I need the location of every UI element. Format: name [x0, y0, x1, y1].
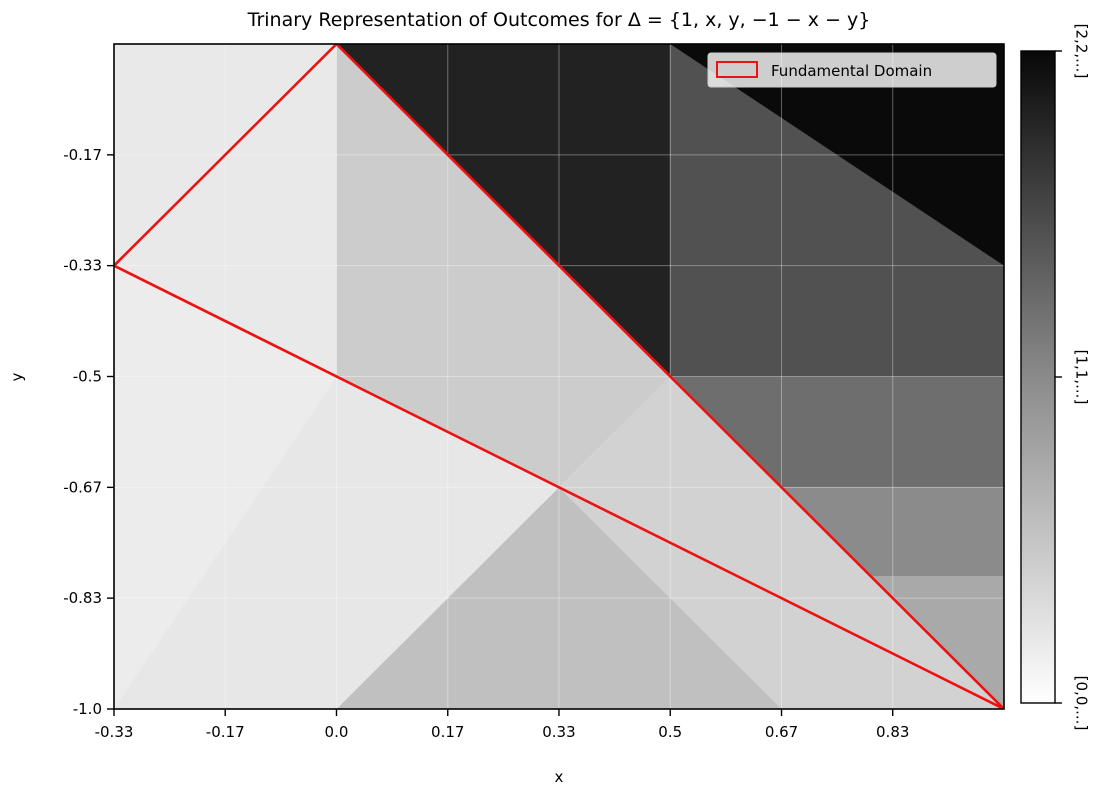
plot-area	[113, 43, 1005, 710]
colorbar-tick-label: [0,0,...]	[1073, 676, 1091, 731]
y-tick-label: -0.5	[73, 368, 102, 386]
legend-box	[707, 52, 997, 88]
heatmap-region-7	[336, 44, 671, 488]
heatmap-region-11	[114, 265, 337, 709]
x-tick-label: 0.83	[876, 723, 909, 741]
x-axis-title: x	[555, 768, 564, 786]
legend-label: Fundamental Domain	[771, 62, 932, 80]
fundamental-domain	[114, 44, 1004, 709]
colorbar: [2,2,...] [1,1,...] [0,0,...]	[1020, 24, 1091, 731]
x-tick-label: 0.0	[325, 723, 349, 741]
colorbar-tick-label: [2,2,...]	[1073, 24, 1091, 79]
legend: Fundamental Domain	[707, 52, 997, 88]
x-tick-label: 0.67	[765, 723, 798, 741]
chart-title: Trinary Representation of Outcomes for Δ…	[247, 9, 871, 31]
y-axis-title: y	[8, 372, 26, 381]
heatmap-region-10	[114, 44, 337, 377]
y-tick-label: -0.17	[63, 146, 102, 164]
colorbar-gradient	[1020, 50, 1056, 704]
y-tick-label: -0.83	[63, 589, 102, 607]
heatmap-region-8	[558, 376, 1004, 709]
heatmap-region-12	[114, 376, 559, 709]
heatmap-region-4	[670, 376, 1004, 488]
x-tick-label: 0.5	[658, 723, 682, 741]
x-tick-label: -0.17	[206, 723, 245, 741]
heatmap-region-5	[781, 487, 1004, 576]
y-tick-label: -1.0	[73, 700, 102, 718]
colorbar-tick-label: [1,1,...]	[1073, 350, 1091, 405]
heatmap-region-9	[336, 487, 782, 709]
y-tick-label: -0.33	[63, 257, 102, 275]
x-tick-label: -0.33	[95, 723, 134, 741]
x-tick-label: 0.17	[431, 723, 464, 741]
x-tick-label: 0.33	[542, 723, 575, 741]
legend-swatch	[716, 61, 758, 78]
y-tick-label: -0.67	[63, 478, 102, 496]
heatmap-region-3	[670, 44, 1004, 377]
